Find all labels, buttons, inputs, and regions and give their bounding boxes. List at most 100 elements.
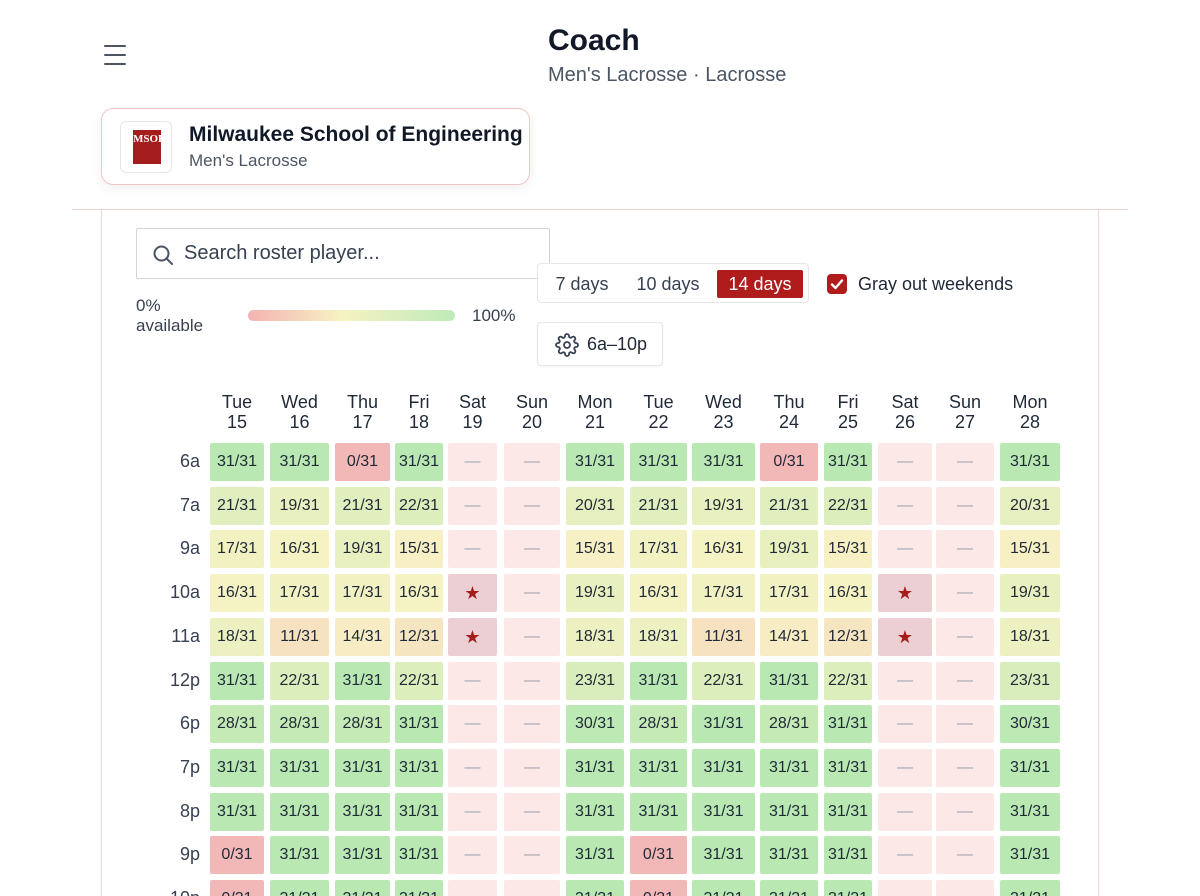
availability-cell[interactable]: 17/31 <box>210 530 264 569</box>
availability-cell[interactable]: 28/31 <box>270 705 329 744</box>
availability-cell[interactable]: 31/31 <box>692 748 755 787</box>
weekend-cell[interactable]: — <box>504 486 560 525</box>
availability-cell[interactable]: 31/31 <box>630 661 687 700</box>
weekend-cell[interactable]: — <box>504 574 560 613</box>
availability-cell[interactable]: 16/31 <box>270 530 329 569</box>
availability-cell[interactable]: 31/31 <box>824 443 872 481</box>
weekend-cell[interactable]: — <box>936 617 994 656</box>
availability-cell[interactable]: 31/31 <box>692 836 755 875</box>
availability-cell[interactable]: 0/31 <box>630 880 687 896</box>
availability-cell[interactable]: 21/31 <box>630 486 687 525</box>
availability-cell[interactable]: 31/31 <box>395 792 443 831</box>
weekend-cell[interactable]: — <box>504 880 560 896</box>
availability-cell[interactable]: 28/31 <box>760 705 818 744</box>
availability-cell[interactable]: 31/31 <box>630 748 687 787</box>
availability-cell[interactable]: 31/31 <box>566 792 624 831</box>
availability-cell[interactable]: 31/31 <box>760 836 818 875</box>
weekend-cell[interactable]: — <box>448 486 497 525</box>
availability-cell[interactable]: 19/31 <box>270 486 329 525</box>
availability-cell[interactable]: 31/31 <box>1000 836 1060 875</box>
weekend-cell[interactable]: — <box>878 443 932 481</box>
availability-cell[interactable]: 20/31 <box>566 486 624 525</box>
availability-cell[interactable]: 18/31 <box>210 617 264 656</box>
availability-cell[interactable]: 22/31 <box>824 486 872 525</box>
gray-out-weekends-checkbox[interactable] <box>827 274 847 294</box>
availability-cell[interactable]: 31/31 <box>692 705 755 744</box>
availability-cell[interactable]: 30/31 <box>1000 705 1060 744</box>
availability-cell[interactable]: 28/31 <box>210 705 264 744</box>
availability-cell[interactable]: 0/31 <box>630 836 687 875</box>
weekend-cell[interactable]: — <box>878 661 932 700</box>
availability-cell[interactable]: 31/31 <box>824 705 872 744</box>
availability-cell[interactable]: 22/31 <box>692 661 755 700</box>
availability-cell[interactable]: 31/31 <box>270 748 329 787</box>
availability-cell[interactable]: 21/31 <box>335 486 390 525</box>
weekend-cell[interactable]: — <box>936 836 994 875</box>
range-14-days-button[interactable]: 14 days <box>717 270 803 298</box>
availability-cell[interactable]: 31/31 <box>692 443 755 481</box>
availability-cell[interactable]: 31/31 <box>630 792 687 831</box>
team-card[interactable]: MSOE Milwaukee School of Engineering Men… <box>101 108 530 185</box>
availability-cell[interactable]: 22/31 <box>824 661 872 700</box>
availability-cell[interactable]: 31/31 <box>210 748 264 787</box>
availability-cell[interactable]: 15/31 <box>395 530 443 569</box>
availability-cell[interactable]: 31/31 <box>210 443 264 481</box>
availability-cell[interactable]: 17/31 <box>692 574 755 613</box>
availability-cell[interactable]: 20/31 <box>1000 486 1060 525</box>
availability-cell[interactable]: 16/31 <box>395 574 443 613</box>
weekend-cell[interactable]: — <box>878 836 932 875</box>
availability-cell[interactable]: 22/31 <box>395 486 443 525</box>
weekend-cell[interactable]: — <box>936 661 994 700</box>
availability-cell[interactable]: 18/31 <box>630 617 687 656</box>
weekend-event-cell[interactable]: ★ <box>448 617 497 656</box>
availability-cell[interactable]: 31/31 <box>210 792 264 831</box>
availability-cell[interactable]: 19/31 <box>760 530 818 569</box>
availability-cell[interactable]: 17/31 <box>630 530 687 569</box>
availability-cell[interactable]: 31/31 <box>395 443 443 481</box>
availability-cell[interactable]: 31/31 <box>270 792 329 831</box>
availability-cell[interactable]: 31/31 <box>1000 748 1060 787</box>
availability-cell[interactable]: 23/31 <box>1000 661 1060 700</box>
weekend-cell[interactable]: — <box>448 836 497 875</box>
weekend-cell[interactable]: — <box>504 617 560 656</box>
weekend-cell[interactable]: — <box>504 443 560 481</box>
range-7-days-button[interactable]: 7 days <box>555 274 609 294</box>
availability-cell[interactable]: 31/31 <box>1000 880 1060 896</box>
availability-cell[interactable]: 11/31 <box>692 617 755 656</box>
menu-icon[interactable] <box>100 40 130 70</box>
availability-cell[interactable]: 22/31 <box>270 661 329 700</box>
availability-cell[interactable]: 18/31 <box>566 617 624 656</box>
availability-cell[interactable]: 31/31 <box>335 661 390 700</box>
weekend-event-cell[interactable]: ★ <box>878 574 932 613</box>
availability-cell[interactable]: 16/31 <box>692 530 755 569</box>
availability-cell[interactable]: 15/31 <box>566 530 624 569</box>
availability-cell[interactable]: 16/31 <box>630 574 687 613</box>
availability-cell[interactable]: 31/31 <box>566 748 624 787</box>
availability-cell[interactable]: 31/31 <box>270 880 329 896</box>
availability-cell[interactable]: 11/31 <box>270 617 329 656</box>
availability-cell[interactable]: 31/31 <box>335 792 390 831</box>
availability-cell[interactable]: 18/31 <box>1000 617 1060 656</box>
availability-cell[interactable]: 31/31 <box>335 748 390 787</box>
weekend-cell[interactable]: — <box>504 661 560 700</box>
availability-cell[interactable]: 31/31 <box>566 836 624 875</box>
availability-cell[interactable]: 15/31 <box>1000 530 1060 569</box>
weekend-cell[interactable]: — <box>878 792 932 831</box>
availability-cell[interactable]: 0/31 <box>760 443 818 481</box>
weekend-cell[interactable]: — <box>448 443 497 481</box>
availability-cell[interactable]: 17/31 <box>270 574 329 613</box>
weekend-cell[interactable]: — <box>448 880 497 896</box>
weekend-cell[interactable]: — <box>878 486 932 525</box>
availability-cell[interactable]: 31/31 <box>566 880 624 896</box>
availability-cell[interactable]: 17/31 <box>335 574 390 613</box>
weekend-cell[interactable]: — <box>504 836 560 875</box>
weekend-cell[interactable]: — <box>936 792 994 831</box>
availability-cell[interactable]: 31/31 <box>270 443 329 481</box>
availability-cell[interactable]: 15/31 <box>824 530 872 569</box>
weekend-cell[interactable]: — <box>936 443 994 481</box>
weekend-cell[interactable]: — <box>448 530 497 569</box>
availability-cell[interactable]: 31/31 <box>395 880 443 896</box>
weekend-cell[interactable]: — <box>878 705 932 744</box>
weekend-cell[interactable]: — <box>878 530 932 569</box>
availability-cell[interactable]: 31/31 <box>335 836 390 875</box>
